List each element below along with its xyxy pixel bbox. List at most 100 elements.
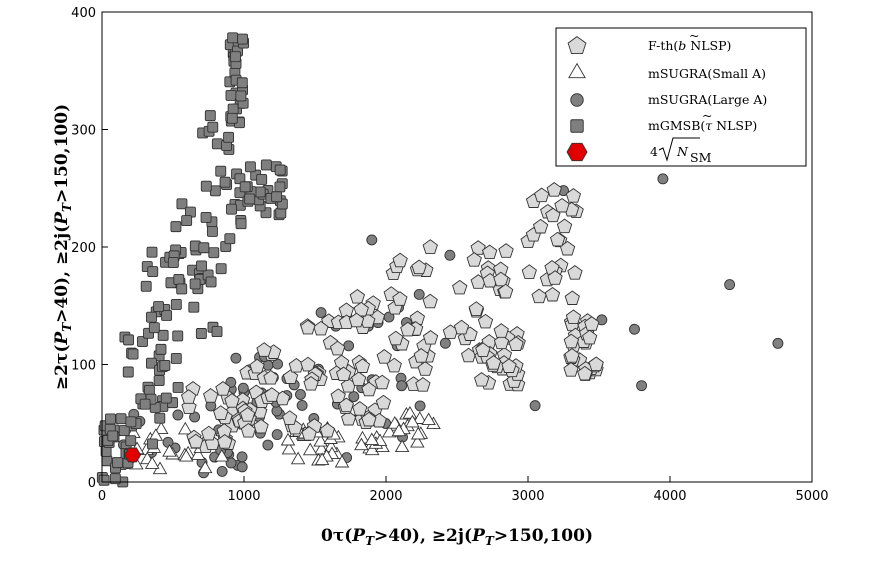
data-point-pentagon — [411, 259, 427, 275]
data-point-pentagon — [545, 207, 561, 223]
data-point-pentagon — [577, 365, 593, 381]
data-point-circle — [162, 436, 174, 448]
data-point-pentagon — [521, 264, 537, 279]
legend-label-msugra-small: mSUGRA(Small A) — [648, 66, 766, 81]
data-point-pentagon — [282, 410, 298, 425]
data-point-pentagon — [493, 334, 510, 350]
data-point-square — [256, 173, 268, 185]
legend-box — [555, 27, 807, 167]
data-point-pentagon — [400, 321, 416, 337]
data-point-square — [98, 474, 110, 486]
data-point-square — [224, 233, 236, 245]
data-point-pentagon — [567, 265, 583, 280]
x-tick-label: 4000 — [653, 489, 686, 504]
data-point-square — [147, 266, 159, 277]
data-point-square — [230, 51, 241, 63]
data-point-pentagon — [353, 301, 369, 317]
data-point-circle — [724, 279, 736, 291]
data-point-square — [208, 247, 220, 259]
data-point-square — [100, 445, 112, 457]
data-point-pentagon — [546, 182, 562, 197]
data-point-square — [118, 425, 130, 437]
data-point-pentagon — [549, 231, 566, 247]
data-point-square — [176, 198, 188, 210]
data-point-square — [172, 330, 184, 342]
data-point-circle — [629, 323, 640, 335]
data-point-square — [115, 413, 127, 425]
data-point-pentagon — [417, 361, 433, 376]
data-point-pentagon — [532, 218, 549, 234]
data-point-pentagon — [422, 330, 439, 345]
data-point-pentagon — [301, 426, 317, 441]
data-point-pentagon — [217, 434, 233, 449]
data-point-square — [170, 299, 182, 310]
data-point-pentagon — [564, 348, 580, 363]
data-point-pentagon — [224, 393, 240, 408]
data-point-pentagon — [303, 376, 319, 391]
x-tick-label: 5000 — [795, 489, 828, 504]
data-point-triangle — [354, 437, 369, 451]
data-point-pentagon — [349, 288, 366, 304]
data-point-square — [226, 203, 237, 215]
data-point-pentagon — [588, 356, 604, 372]
data-point-square — [172, 382, 184, 393]
series-square — [96, 32, 288, 488]
data-point-circle — [295, 389, 306, 400]
legend-marker-circle — [570, 93, 584, 107]
data-point-pentagon — [473, 372, 490, 387]
data-point-square — [104, 413, 116, 425]
data-point-square — [139, 398, 151, 410]
data-point-square — [146, 311, 157, 323]
data-point-pentagon — [422, 293, 438, 309]
data-point-square — [209, 185, 221, 197]
data-point-triangle — [314, 452, 330, 466]
y-tick-label: 400 — [71, 6, 96, 21]
data-point-triangle — [421, 412, 436, 426]
data-point-pentagon — [582, 329, 598, 345]
data-point-pentagon — [547, 270, 563, 285]
data-point-pentagon — [256, 342, 272, 357]
data-point-circle — [596, 314, 608, 326]
data-point-circle — [343, 340, 355, 352]
data-point-square — [207, 121, 219, 133]
data-point-pentagon — [386, 357, 402, 373]
data-point-circle — [296, 399, 308, 411]
data-point-square — [274, 164, 286, 176]
legend-markers — [566, 36, 588, 162]
data-point-square — [153, 375, 165, 387]
x-axis-title: 0τ(PT>40), ≥2j(PT>150,100) — [321, 526, 593, 548]
data-point-square — [226, 112, 238, 124]
legend-marker-pentagon — [567, 36, 587, 55]
y-tick-label: 0 — [88, 476, 96, 491]
data-point-square — [219, 176, 231, 188]
data-point-square — [176, 283, 188, 295]
x-tick-label: 2000 — [369, 489, 402, 504]
data-point-pentagon — [565, 309, 582, 325]
data-point-circle — [413, 288, 425, 300]
data-point-pentagon — [413, 348, 429, 363]
data-point-pentagon — [422, 239, 438, 254]
data-point-square — [123, 334, 135, 346]
data-point-square — [215, 263, 227, 275]
data-point-pentagon — [361, 381, 377, 397]
legend-label-f-theory: F-th(b NLSP) — [648, 38, 731, 53]
data-point-hexagon — [123, 447, 142, 463]
data-point-pentagon — [501, 358, 517, 373]
data-point-circle — [366, 234, 378, 246]
data-point-square — [237, 33, 249, 45]
data-point-triangle — [391, 423, 407, 437]
data-point-circle — [172, 409, 184, 421]
data-point-square — [223, 131, 235, 143]
data-point-circle — [272, 358, 284, 370]
data-point-square — [112, 457, 124, 469]
data-point-pentagon — [470, 240, 486, 255]
data-point-square — [227, 32, 239, 44]
data-point-pentagon — [477, 313, 494, 329]
data-point-circle — [396, 380, 408, 392]
data-point-pentagon — [392, 252, 408, 268]
data-point-square — [173, 273, 185, 285]
legend-marker-hexagon — [566, 142, 588, 162]
legend-marker-square — [570, 119, 584, 133]
data-point-circle — [348, 391, 360, 403]
